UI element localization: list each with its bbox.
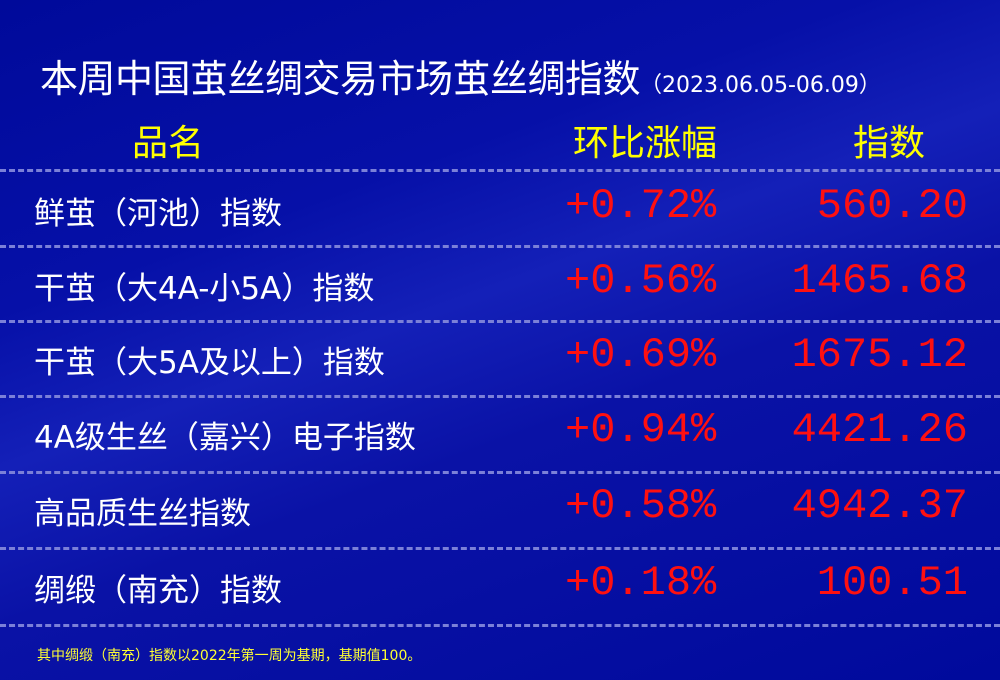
page-title: 本周中国茧丝绸交易市场茧丝绸指数（2023.06.05-06.09） bbox=[40, 48, 881, 103]
divider bbox=[0, 471, 1000, 474]
row-name: 干茧（大4A-小5A）指数 bbox=[34, 271, 375, 307]
row-change: +0.69% bbox=[565, 331, 717, 379]
divider bbox=[0, 395, 1000, 398]
row-name: 4A级生丝（嘉兴）电子指数 bbox=[34, 420, 416, 456]
divider bbox=[0, 245, 1000, 248]
row-index: 4942.37 bbox=[791, 482, 968, 530]
row-index: 100.51 bbox=[816, 559, 968, 607]
row-change: +0.72% bbox=[565, 182, 717, 230]
divider bbox=[0, 624, 1000, 627]
row-name: 干茧（大5A及以上）指数 bbox=[34, 345, 385, 381]
row-index: 560.20 bbox=[816, 182, 968, 230]
row-name: 鲜茧（河池）指数 bbox=[34, 196, 282, 232]
row-index: 4421.26 bbox=[791, 406, 968, 454]
row-change: +0.94% bbox=[565, 406, 717, 454]
row-index: 1465.68 bbox=[791, 257, 968, 305]
title-main: 本周中国茧丝绸交易市场茧丝绸指数 bbox=[40, 57, 641, 101]
row-index: 1675.12 bbox=[791, 331, 968, 379]
row-change: +0.18% bbox=[565, 559, 717, 607]
divider bbox=[0, 547, 1000, 550]
divider bbox=[0, 169, 1000, 172]
title-date: （2023.06.05-06.09） bbox=[640, 73, 881, 98]
header-change: 环比涨幅 bbox=[573, 123, 718, 164]
row-name: 高品质生丝指数 bbox=[34, 496, 251, 532]
row-change: +0.58% bbox=[565, 482, 717, 530]
footnote: 其中绸缎（南充）指数以2022年第一周为基期，基期值100。 bbox=[37, 648, 422, 664]
row-name: 绸缎（南充）指数 bbox=[34, 573, 282, 609]
divider bbox=[0, 320, 1000, 323]
row-change: +0.56% bbox=[565, 257, 717, 305]
header-name: 品名 bbox=[132, 123, 205, 164]
header-index: 指数 bbox=[853, 123, 926, 164]
